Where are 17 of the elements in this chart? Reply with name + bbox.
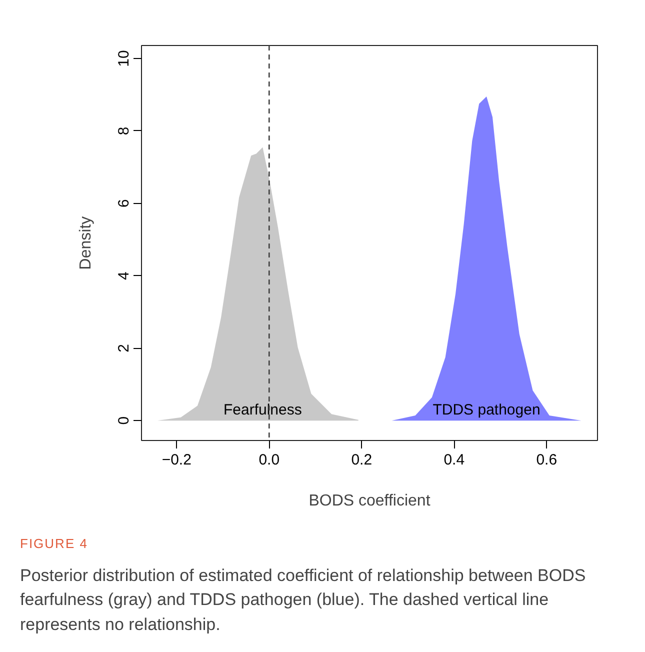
x-tick-label: 0.6 bbox=[536, 452, 558, 468]
series-label: TDDS pathogen bbox=[432, 402, 540, 419]
caption: FIGURE 4 bbox=[20, 535, 88, 553]
y-tick-label: 0 bbox=[116, 416, 132, 425]
y-tick-label: 8 bbox=[116, 126, 132, 136]
x-axis-title: BODS coefficient bbox=[308, 492, 431, 510]
x-tick-label: 0.2 bbox=[351, 452, 372, 468]
x-tick-label: 0.0 bbox=[258, 452, 280, 468]
x-tick-label: −0.2 bbox=[162, 452, 192, 468]
y-axis-title: Density bbox=[78, 216, 94, 270]
text: Posterior distribution of estimated coefficient of relationship between BODS fearfulness (gray) and TDDS pathogen (blue). The dashed vertical line represents no relationship. bbox=[20, 564, 587, 636]
series-label: Fearfulness bbox=[223, 402, 302, 419]
y-tick-label: 2 bbox=[116, 344, 132, 352]
x-tick-label: 0.4 bbox=[444, 452, 465, 468]
y-tick-label: 6 bbox=[116, 199, 132, 208]
y-tick-label: 10 bbox=[116, 50, 132, 67]
y-tick-label: 4 bbox=[116, 272, 132, 280]
